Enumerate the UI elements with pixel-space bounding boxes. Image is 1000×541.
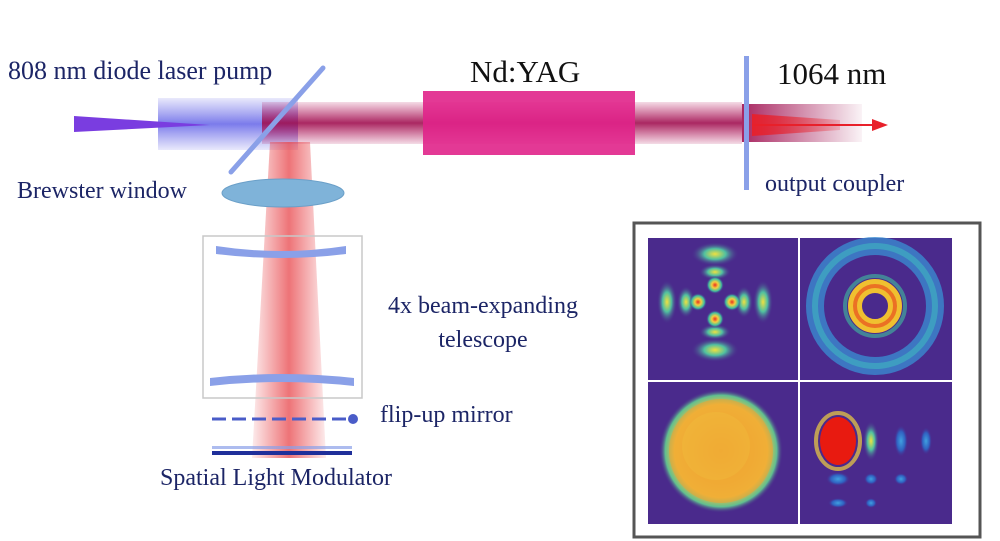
output-coupler <box>744 56 749 190</box>
pump-arrow <box>74 116 210 132</box>
slm-surface <box>212 446 352 449</box>
mode-panel-hg-grid <box>814 411 932 508</box>
telescope-lens-bottom <box>210 374 354 386</box>
slm-device <box>212 451 352 455</box>
telescope-lens-top <box>216 246 346 258</box>
output-wavelength-label: 1064 nm <box>777 56 887 91</box>
brewster-window <box>228 65 326 175</box>
focusing-lens <box>221 178 345 208</box>
brewster-window-label: Brewster window <box>17 178 187 204</box>
flip-mirror-pivot <box>348 414 358 424</box>
slm-label: Spatial Light Modulator <box>160 465 392 491</box>
output-coupler-label: output coupler <box>765 171 905 197</box>
ndyag-crystal <box>423 91 635 155</box>
mode-panel-filled-disk <box>659 389 783 513</box>
telescope-box <box>202 235 363 399</box>
telescope-label: 4x beam-expanding telescope <box>388 293 578 353</box>
output-arrowhead <box>872 119 888 131</box>
flip-mirror-label: flip-up mirror <box>380 402 513 428</box>
crystal-label: Nd:YAG <box>470 54 581 89</box>
mode-panel-double-ring <box>806 237 944 375</box>
pump-label: 808 nm diode laser pump <box>8 56 273 85</box>
mode-panel-four-lobe <box>657 242 773 362</box>
